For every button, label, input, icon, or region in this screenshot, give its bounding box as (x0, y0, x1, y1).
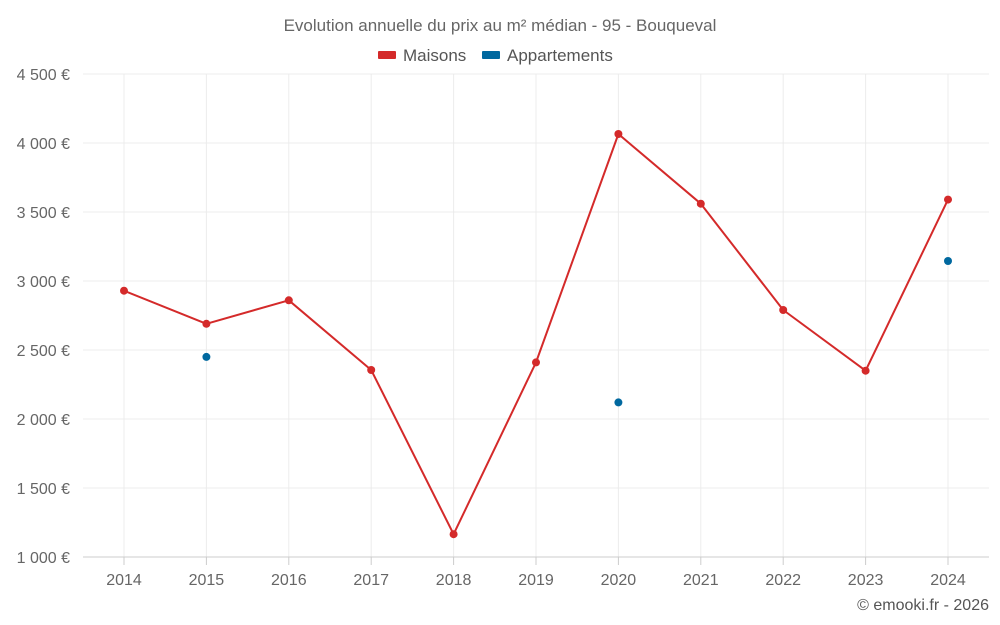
data-point-maisons-2014[interactable] (120, 286, 128, 295)
chart-title: Evolution annuelle du prix au m² médian … (284, 16, 717, 35)
legend-item-appartements[interactable]: Appartements (482, 46, 613, 65)
data-point-maisons-2018[interactable] (449, 530, 458, 539)
x-tick-label: 2022 (765, 572, 801, 589)
x-tick-label: 2023 (848, 572, 884, 589)
series-maisons (120, 130, 952, 539)
legend: Maisons Appartements (378, 46, 613, 65)
x-tick-label: 2018 (436, 572, 472, 589)
vertical-gridlines (123, 74, 949, 557)
series-layer (120, 130, 952, 539)
legend-label-maisons: Maisons (403, 46, 466, 65)
data-point-appartements-2015[interactable] (202, 352, 211, 361)
x-tick-label: 2016 (271, 572, 307, 589)
y-tick-label: 4 000 € (17, 136, 70, 153)
data-point-maisons-2015[interactable] (202, 319, 211, 328)
data-point-maisons-2016[interactable] (284, 296, 293, 305)
legend-item-maisons[interactable]: Maisons (378, 46, 466, 65)
y-tick-label: 4 500 € (17, 67, 70, 84)
data-point-appartements-2020[interactable] (614, 398, 623, 407)
credit-text: © emooki.fr - 2026 (857, 597, 989, 614)
data-point-appartements-2024[interactable] (944, 257, 952, 265)
legend-swatch-maisons (378, 51, 396, 59)
data-point-maisons-2020[interactable] (614, 130, 623, 138)
x-axis-labels: 2014 2015 2016 2017 2018 2019 2020 2021 2022 2023… (106, 557, 966, 589)
y-axis-labels: 1 000 € 1 500 € 2 000 € 2 500 € 3 000 € 3 500… (17, 67, 70, 567)
data-point-maisons-2019[interactable] (532, 358, 540, 367)
x-tick-label: 2015 (189, 572, 225, 589)
legend-label-appartements: Appartements (507, 46, 613, 65)
data-point-maisons-2017[interactable] (367, 366, 376, 374)
y-tick-label: 2 000 € (17, 412, 70, 429)
x-tick-label: 2021 (683, 572, 719, 589)
x-tick-label: 2020 (601, 572, 637, 589)
x-tick-label: 2014 (106, 572, 142, 589)
data-point-maisons-2023[interactable] (861, 366, 870, 375)
y-tick-label: 1 500 € (17, 481, 70, 498)
x-tick-label: 2024 (930, 572, 966, 589)
x-tick-label: 2017 (353, 572, 389, 589)
y-tick-label: 1 000 € (17, 550, 70, 567)
legend-swatch-appartements (482, 51, 500, 59)
y-tick-label: 3 500 € (17, 205, 70, 222)
data-point-maisons-2022[interactable] (779, 306, 788, 314)
series-appartements (202, 257, 952, 407)
data-point-maisons-2024[interactable] (944, 195, 952, 204)
y-tick-label: 3 000 € (17, 274, 70, 291)
y-tick-label: 2 500 € (17, 343, 70, 360)
x-tick-label: 2019 (518, 572, 554, 589)
data-point-maisons-2021[interactable] (696, 199, 705, 208)
